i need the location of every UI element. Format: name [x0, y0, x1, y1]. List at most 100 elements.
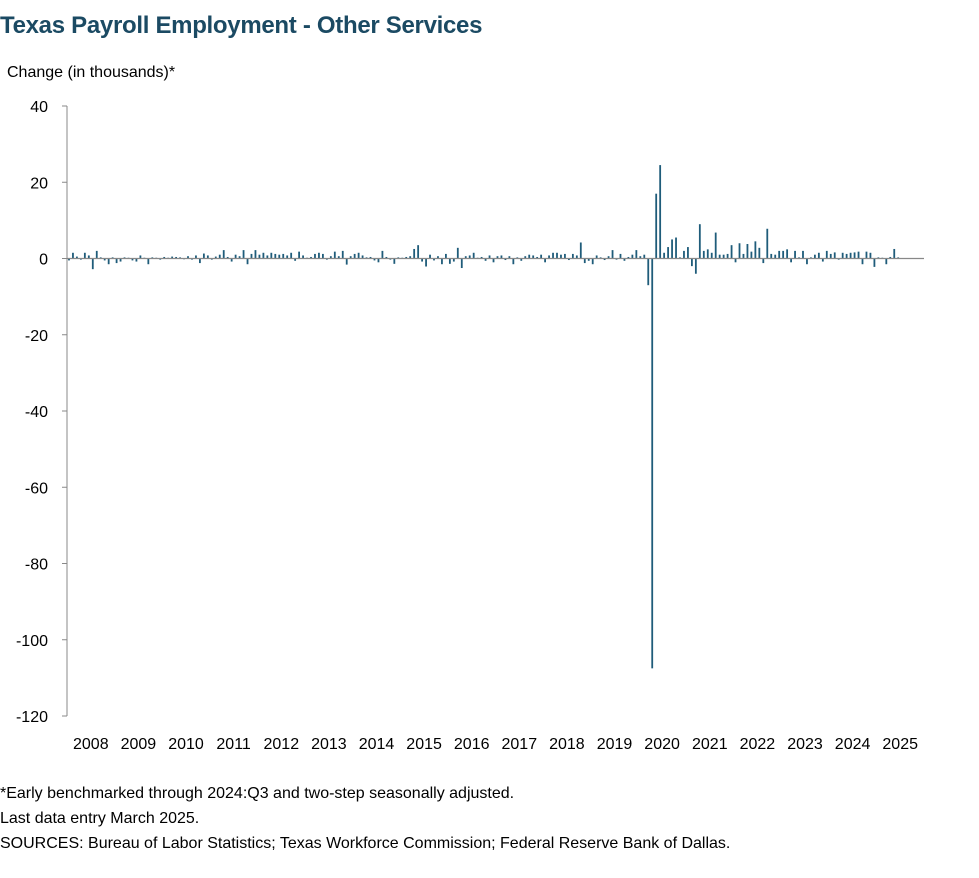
- bar: [119, 258, 122, 262]
- bar: [698, 224, 701, 259]
- y-ticks-group: 40 20 0 -20 -40 -60 -80 -100 -120: [16, 99, 67, 726]
- bar: [833, 252, 836, 259]
- bar: [591, 258, 594, 265]
- bar: [417, 245, 420, 259]
- bar: [738, 243, 741, 259]
- footnote-benchmark: *Early benchmarked through 2024:Q3 and t…: [0, 785, 515, 802]
- bar: [318, 252, 320, 259]
- bar: [659, 165, 662, 259]
- bar: [202, 253, 205, 259]
- x-tick-label: 2013: [311, 736, 347, 753]
- y-tick-label: -80: [25, 557, 48, 574]
- bar: [329, 256, 332, 259]
- bar: [651, 258, 654, 669]
- bar: [286, 255, 289, 259]
- bar: [829, 253, 832, 259]
- bar: [349, 256, 352, 259]
- bar: [571, 253, 574, 259]
- bar: [76, 256, 78, 259]
- bar: [496, 256, 499, 259]
- bar: [722, 254, 725, 259]
- bar: [115, 258, 118, 264]
- bar: [333, 251, 336, 259]
- bar: [433, 258, 435, 261]
- bar: [131, 258, 134, 261]
- bar: [357, 252, 360, 259]
- bar: [853, 252, 856, 259]
- bar: [893, 248, 896, 259]
- x-tick-label: 2019: [597, 736, 633, 753]
- bar: [353, 253, 356, 259]
- bar: [361, 255, 364, 259]
- bar: [135, 258, 138, 262]
- bar: [445, 253, 447, 259]
- bar: [270, 252, 273, 259]
- bar: [266, 255, 269, 259]
- bar: [274, 253, 277, 259]
- x-tick-label: 2009: [121, 736, 157, 753]
- x-tick-label: 2024: [835, 736, 871, 753]
- bar: [552, 252, 554, 259]
- x-tick-label: 2012: [264, 736, 300, 753]
- bar: [873, 258, 876, 267]
- y-tick-label: -40: [25, 404, 48, 421]
- bar: [175, 256, 178, 259]
- bar: [849, 252, 852, 259]
- bar: [377, 258, 380, 263]
- bar: [508, 256, 511, 259]
- x-ticks-group: 2008 2009 2010 2011 2012 2013 2014 2015 2016 2017…: [73, 736, 918, 753]
- bar: [611, 250, 614, 259]
- x-tick-label: 2023: [787, 736, 823, 753]
- bar: [409, 256, 412, 259]
- bar: [762, 258, 765, 264]
- bar: [448, 258, 451, 264]
- footnote-last-entry: Last data entry March 2025.: [0, 810, 200, 827]
- bar: [694, 258, 697, 274]
- bar: [480, 256, 483, 259]
- bar: [742, 253, 745, 259]
- bar: [298, 251, 300, 259]
- footnotes: *Early benchmarked through 2024:Q3 and t…: [0, 781, 730, 856]
- bar: [845, 253, 848, 259]
- bar: [631, 254, 634, 259]
- bar: [821, 258, 824, 262]
- bar: [282, 253, 285, 259]
- bar: [195, 255, 197, 259]
- bar: [675, 237, 677, 259]
- bar: [91, 258, 94, 270]
- x-tick-label: 2010: [168, 736, 204, 753]
- bar: [639, 256, 642, 259]
- bar: [163, 256, 166, 259]
- bar: [72, 252, 74, 259]
- bar: [385, 256, 388, 259]
- bar: [583, 258, 586, 264]
- bar: [734, 258, 737, 263]
- bar: [556, 252, 558, 259]
- bar: [627, 256, 630, 259]
- bar: [472, 252, 475, 259]
- x-tick-label: 2011: [216, 736, 251, 753]
- bar: [214, 256, 217, 259]
- bar: [702, 250, 705, 259]
- bar: [540, 254, 543, 259]
- bar: [770, 253, 773, 259]
- bar: [230, 258, 233, 262]
- bar: [544, 258, 546, 263]
- bar: [575, 255, 578, 259]
- bar: [619, 253, 622, 259]
- bar: [802, 250, 804, 259]
- bar: [452, 258, 455, 262]
- bar: [579, 242, 582, 259]
- bar: [488, 255, 491, 259]
- bar: [564, 253, 566, 259]
- y-tick-label: 20: [30, 175, 48, 192]
- y-tick-label: 40: [30, 99, 48, 116]
- bar: [683, 250, 685, 259]
- x-tick-label: 2018: [549, 736, 585, 753]
- bar: [258, 254, 261, 259]
- bar: [520, 258, 523, 261]
- bar: [786, 249, 789, 259]
- bars-group: [68, 165, 900, 669]
- bar: [254, 250, 257, 259]
- bar: [68, 258, 70, 261]
